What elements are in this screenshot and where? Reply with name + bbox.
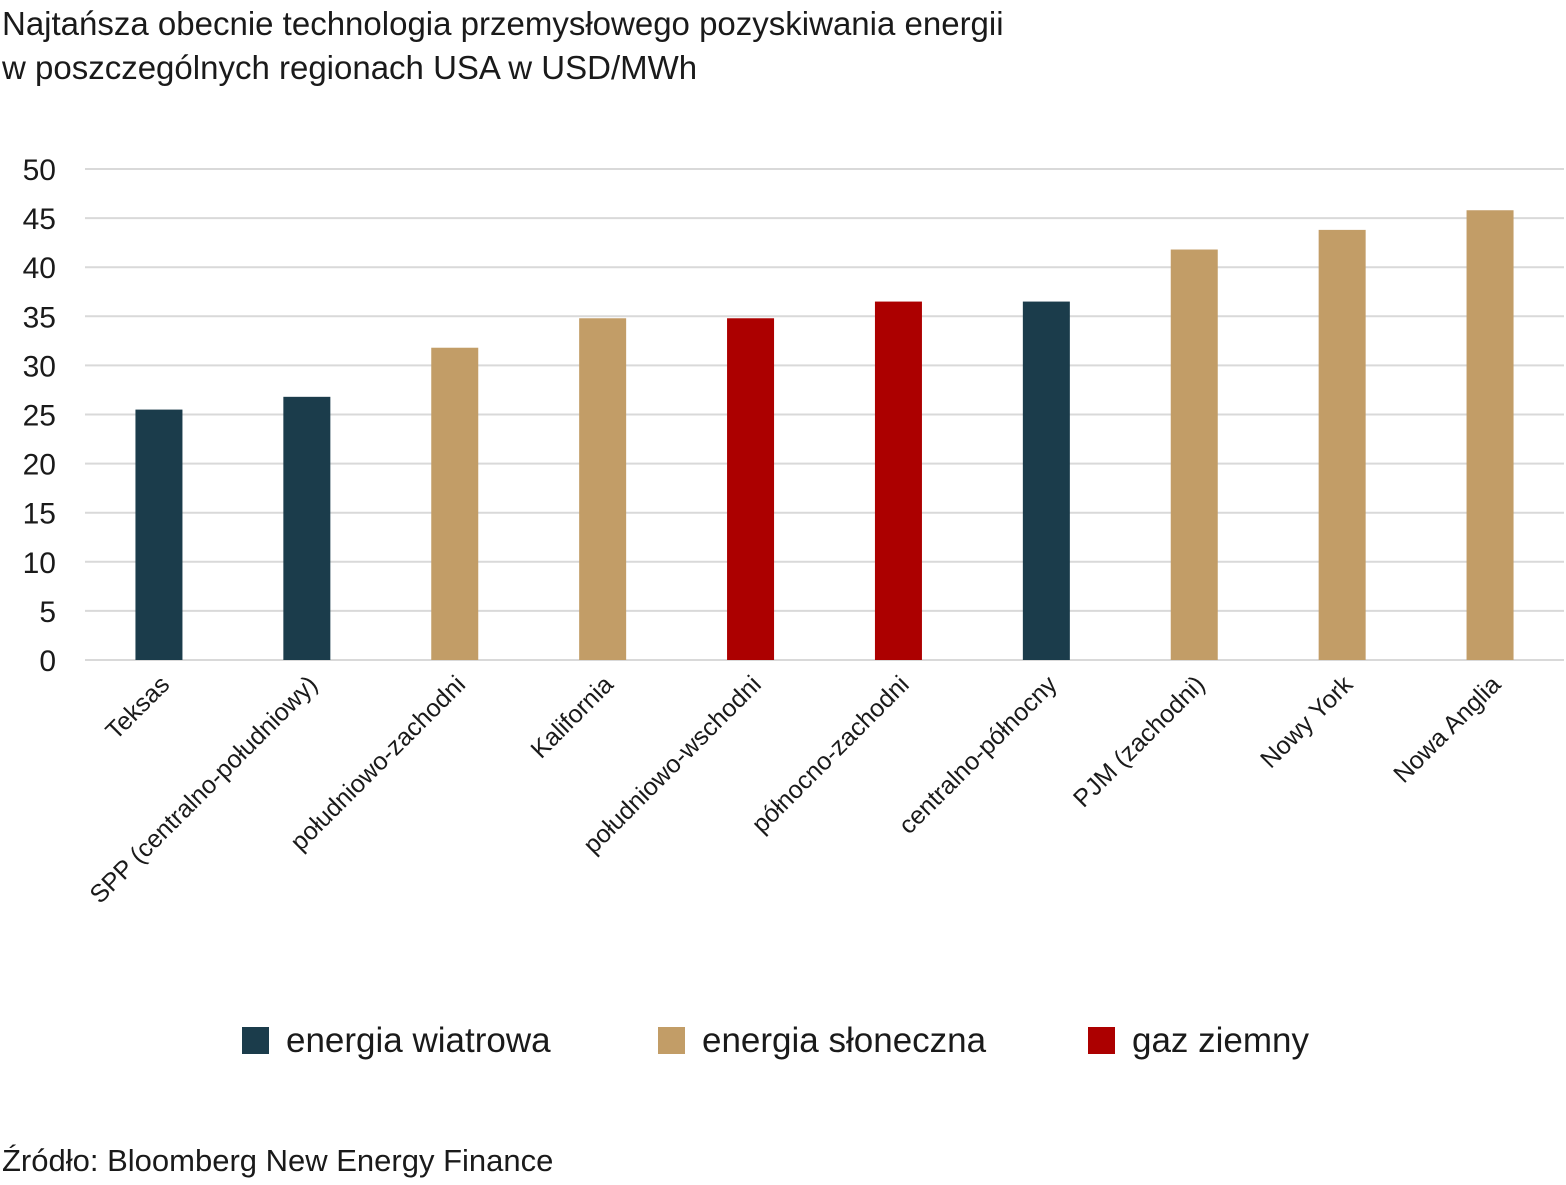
legend-label: energia słoneczna (702, 1021, 987, 1060)
bar (1170, 249, 1218, 661)
legend-label: energia wiatrowa (286, 1021, 551, 1060)
legend-swatch (242, 1027, 269, 1054)
x-tick-label: PJM (zachodni) (1068, 670, 1211, 813)
y-tick-label: 15 (23, 498, 56, 531)
x-tick-label: centralno-północny (893, 670, 1063, 840)
y-tick-label: 50 (23, 154, 56, 187)
y-axis-ticks: 0 5 10 15 20 25 30 35 40 45 50 (23, 154, 56, 678)
y-tick-label: 25 (23, 400, 56, 433)
x-tick-label: Nowa Anglia (1388, 670, 1506, 788)
x-tick-label: Teksas (100, 670, 175, 745)
gridlines (85, 168, 1564, 661)
y-tick-label: 0 (39, 645, 56, 678)
y-tick-label: 35 (23, 301, 56, 334)
y-tick-label: 10 (23, 547, 56, 580)
bar (1318, 229, 1366, 660)
y-tick-label: 30 (23, 350, 56, 383)
legend-label: gaz ziemny (1132, 1021, 1310, 1060)
y-tick-label: 45 (23, 203, 56, 236)
legend-swatch (1088, 1027, 1115, 1054)
bar (1466, 210, 1514, 660)
bars (135, 210, 1514, 661)
y-tick-label: 40 (23, 252, 56, 285)
y-tick-label: 5 (39, 596, 56, 629)
x-tick-label: Kalifornia (525, 670, 619, 764)
chart-title: Najtańsza obecnie technologia przemysłow… (2, 2, 1004, 90)
bar (579, 318, 627, 660)
x-tick-label: Nowy York (1255, 670, 1359, 774)
legend-swatch (658, 1027, 685, 1054)
bar (874, 301, 922, 660)
bar (1022, 301, 1070, 660)
x-tick-label: północno-zachodni (746, 670, 914, 838)
source-note: Źródło: Bloomberg New Energy Finance (2, 1143, 554, 1178)
chart-subtitle: w poszczególnych regionach USA w USD/MWh (2, 49, 698, 86)
bar (135, 409, 183, 660)
bar (431, 347, 479, 660)
chart-title-line-1: Najtańsza obecnie technologia przemysłow… (2, 5, 1004, 42)
bar (727, 318, 775, 660)
bar (283, 396, 331, 660)
legend: energia wiatrowa energia słoneczna gaz zie… (242, 1021, 1310, 1060)
y-tick-label: 20 (23, 449, 56, 482)
